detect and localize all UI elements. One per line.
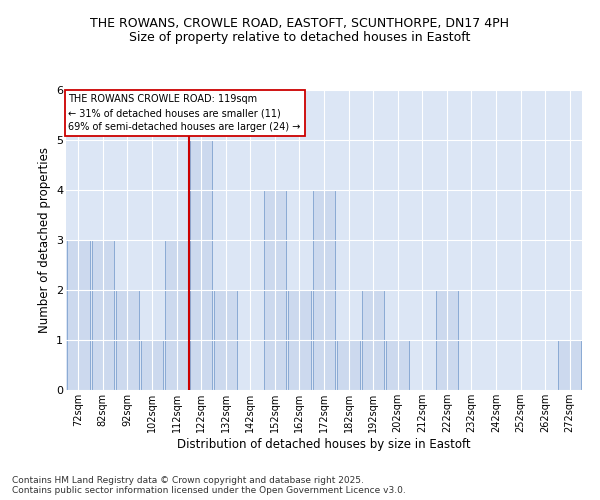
X-axis label: Distribution of detached houses by size in Eastoft: Distribution of detached houses by size … (177, 438, 471, 451)
Bar (116, 290, 139, 390)
Text: THE ROWANS, CROWLE ROAD, EASTOFT, SCUNTHORPE, DN17 4PH: THE ROWANS, CROWLE ROAD, EASTOFT, SCUNTH… (91, 18, 509, 30)
Text: THE ROWANS CROWLE ROAD: 119sqm
← 31% of detached houses are smaller (11)
69% of : THE ROWANS CROWLE ROAD: 119sqm ← 31% of … (68, 94, 301, 132)
Bar (67, 240, 89, 390)
Bar (559, 340, 581, 390)
Bar (313, 190, 335, 390)
Bar (140, 340, 163, 390)
Bar (214, 290, 237, 390)
Bar (362, 290, 385, 390)
Bar (263, 190, 286, 390)
Bar (337, 340, 360, 390)
Bar (288, 290, 311, 390)
Bar (436, 290, 458, 390)
Bar (190, 140, 212, 390)
Y-axis label: Number of detached properties: Number of detached properties (38, 147, 50, 333)
Bar (165, 240, 188, 390)
Text: Size of property relative to detached houses in Eastoft: Size of property relative to detached ho… (130, 31, 470, 44)
Text: Contains HM Land Registry data © Crown copyright and database right 2025.
Contai: Contains HM Land Registry data © Crown c… (12, 476, 406, 495)
Bar (386, 340, 409, 390)
Bar (92, 240, 114, 390)
